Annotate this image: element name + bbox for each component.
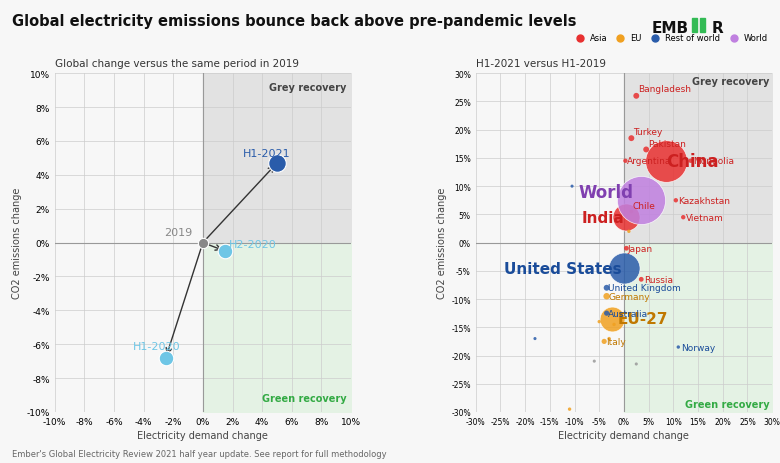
Text: H2-2020: H2-2020: [229, 239, 277, 249]
Point: [566, 183, 578, 190]
Text: Chile: Chile: [633, 201, 656, 210]
Text: Australia: Australia: [608, 309, 648, 318]
Text: United States: United States: [504, 261, 622, 276]
Text: EMB: EMB: [651, 21, 689, 36]
Point: [605, 315, 618, 323]
Point: [622, 228, 635, 236]
Y-axis label: CO2 emissions change: CO2 emissions change: [437, 188, 447, 299]
Text: Grey recovery: Grey recovery: [693, 77, 770, 87]
Text: Green recovery: Green recovery: [262, 394, 346, 404]
Point: [588, 357, 601, 365]
Text: Global electricity emissions bounce back above pre-pandemic levels: Global electricity emissions bounce back…: [12, 14, 576, 29]
Point: [603, 335, 615, 343]
Text: Mongolia: Mongolia: [693, 157, 734, 166]
Point: [593, 318, 605, 325]
Point: [197, 239, 209, 247]
Point: [601, 293, 613, 300]
Text: Kazakhstan: Kazakhstan: [679, 196, 730, 205]
Point: [601, 284, 613, 292]
Text: Ember's Global Electricity Review 2021 half year update. See report for full met: Ember's Global Electricity Review 2021 h…: [12, 450, 386, 458]
Text: Global change versus the same period in 2019: Global change versus the same period in …: [55, 59, 299, 69]
Text: India: India: [581, 210, 624, 225]
Text: H1-2020: H1-2020: [133, 341, 181, 351]
Point: [630, 361, 643, 368]
Point: [669, 197, 682, 205]
Point: [620, 214, 633, 221]
Point: [219, 248, 232, 255]
Point: [601, 310, 613, 317]
Point: [563, 406, 576, 413]
Text: Turkey: Turkey: [633, 128, 662, 137]
Point: [640, 146, 652, 154]
Point: [677, 214, 690, 221]
Text: Green recovery: Green recovery: [685, 399, 770, 409]
Point: [625, 208, 637, 216]
Legend: Asia, EU, Rest of world, World: Asia, EU, Rest of world, World: [568, 31, 771, 47]
Point: [625, 135, 637, 143]
Text: Norway: Norway: [681, 343, 715, 352]
Point: [635, 197, 647, 205]
Point: [618, 265, 630, 272]
Point: [672, 344, 685, 351]
Text: 2019: 2019: [165, 227, 193, 237]
Text: Argentina: Argentina: [627, 157, 672, 166]
Text: United Kingdom: United Kingdom: [608, 284, 681, 293]
Text: Vietnam: Vietnam: [686, 213, 724, 222]
Text: World: World: [579, 183, 634, 201]
Point: [630, 93, 643, 100]
Text: Bangladesh: Bangladesh: [638, 85, 691, 94]
Point: [160, 354, 172, 362]
Text: H1-2021: H1-2021: [243, 149, 290, 158]
Point: [660, 158, 672, 165]
Point: [598, 338, 611, 345]
X-axis label: Electricity demand change: Electricity demand change: [558, 430, 690, 440]
Point: [529, 335, 541, 343]
Text: Grey recovery: Grey recovery: [269, 82, 346, 93]
Text: Russia: Russia: [644, 275, 672, 284]
Text: EU-27: EU-27: [618, 312, 668, 326]
Point: [620, 245, 633, 252]
Point: [608, 321, 620, 328]
Point: [684, 158, 697, 165]
Text: Japan: Japan: [628, 244, 653, 253]
Text: R: R: [711, 21, 723, 36]
Text: Germany: Germany: [608, 292, 650, 301]
Point: [635, 276, 647, 283]
Point: [271, 160, 283, 167]
Text: Pakistan: Pakistan: [647, 139, 686, 149]
Text: China: China: [666, 152, 718, 170]
Point: [619, 158, 632, 165]
Text: Italy: Italy: [605, 337, 626, 346]
Y-axis label: CO2 emissions change: CO2 emissions change: [12, 188, 22, 299]
X-axis label: Electricity demand change: Electricity demand change: [137, 430, 268, 440]
Text: H1-2021 versus H1-2019: H1-2021 versus H1-2019: [476, 59, 606, 69]
